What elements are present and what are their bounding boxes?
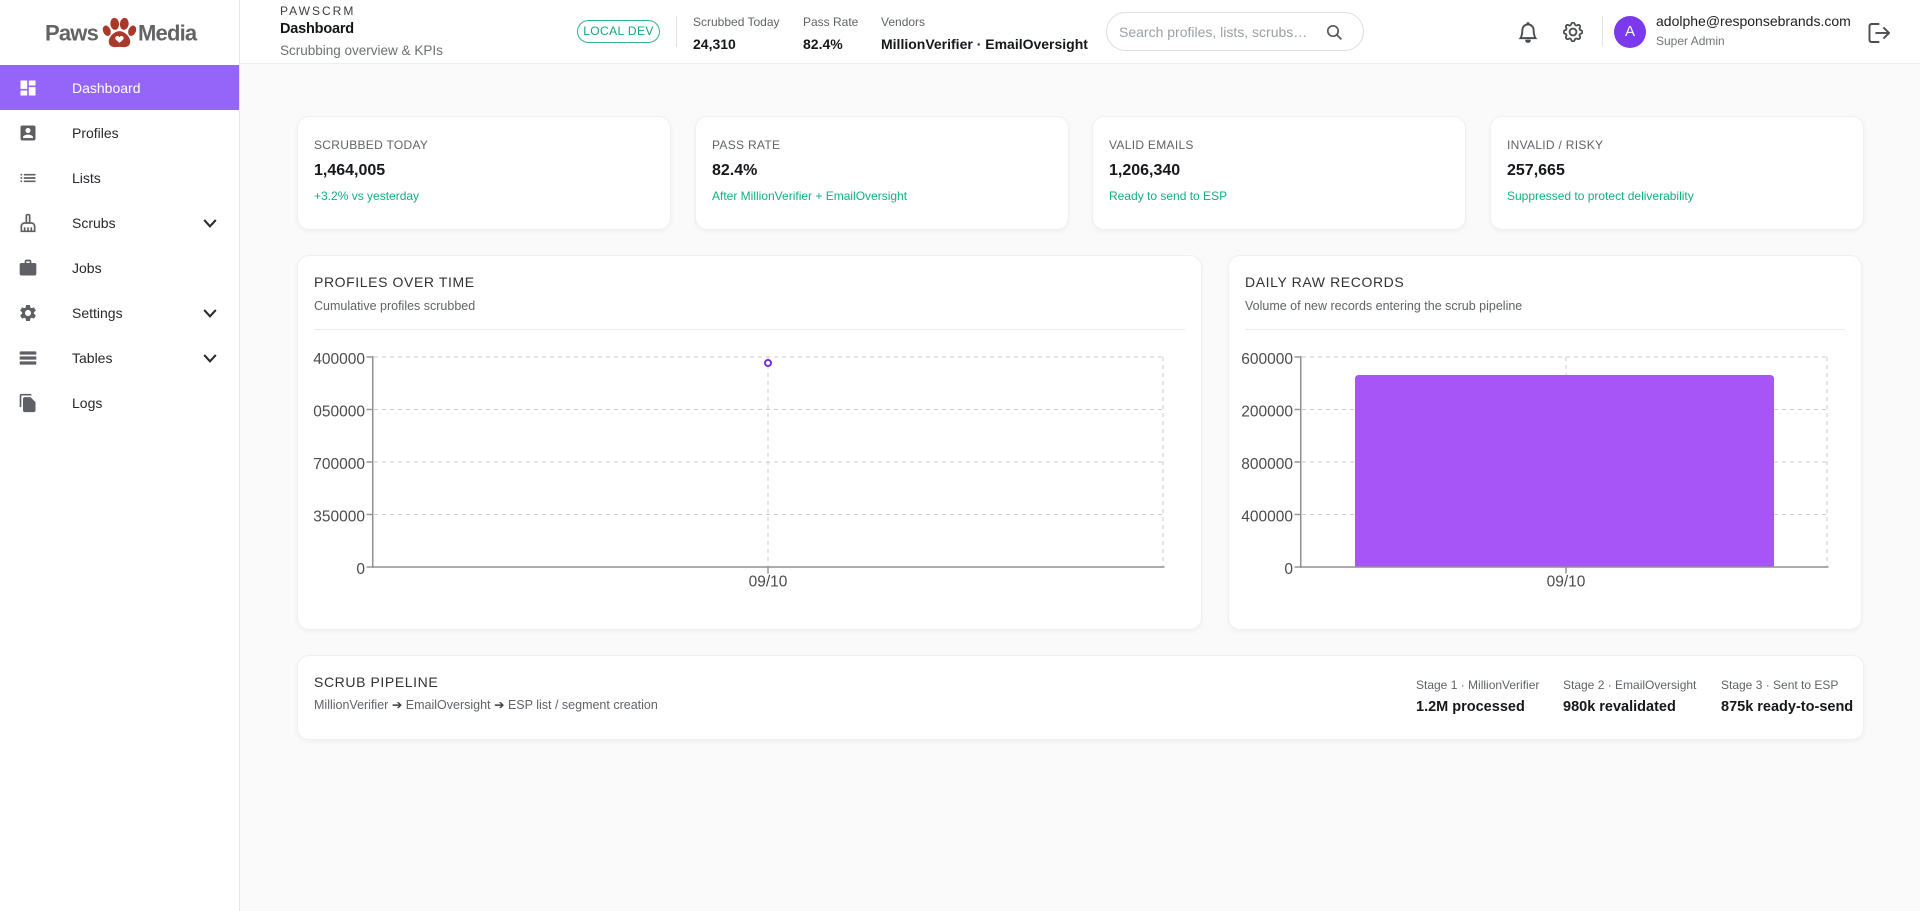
svg-text:700000: 700000 xyxy=(313,456,365,473)
svg-text:800000: 800000 xyxy=(1241,456,1293,473)
svg-text:0: 0 xyxy=(356,561,365,578)
svg-text:350000: 350000 xyxy=(313,509,365,526)
svg-text:400000: 400000 xyxy=(313,351,365,368)
svg-text:Paws: Paws xyxy=(45,21,99,46)
svg-text:Media: Media xyxy=(138,21,198,46)
svg-text:200000: 200000 xyxy=(1241,404,1293,421)
svg-text:0: 0 xyxy=(1284,561,1293,578)
svg-text:600000: 600000 xyxy=(1241,351,1293,368)
svg-text:050000: 050000 xyxy=(313,404,365,421)
svg-text:09/10: 09/10 xyxy=(1547,574,1586,591)
svg-text:400000: 400000 xyxy=(1241,509,1293,526)
svg-text:09/10: 09/10 xyxy=(749,574,788,591)
